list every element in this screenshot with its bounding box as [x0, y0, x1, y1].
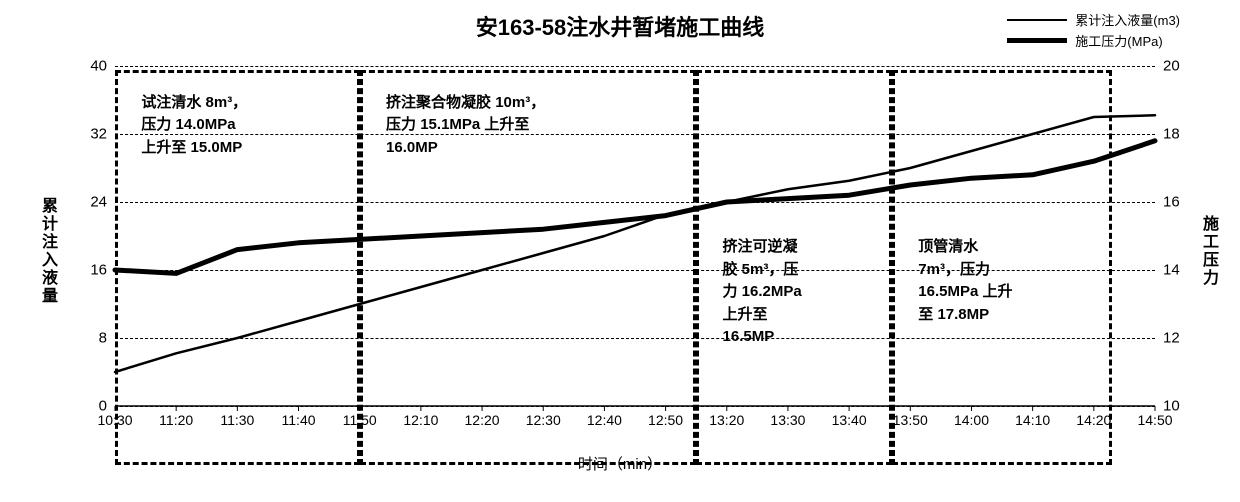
y-left-tick: 32: [90, 126, 107, 143]
y-left-tick: 16: [90, 262, 107, 279]
y-left-axis-label: 累计注入液量: [35, 197, 59, 305]
y-left-tick: 40: [90, 58, 107, 75]
x-tick: 14:50: [1137, 412, 1172, 428]
y-right-tick: 18: [1163, 126, 1180, 143]
y-left-tick: 24: [90, 194, 107, 211]
chart-container: 安163-58注水井暂堵施工曲线 累计注入液量(m3) 施工压力(MPa) 累计…: [20, 10, 1220, 492]
y-right-tick: 16: [1163, 194, 1180, 211]
y-right-tick: 20: [1163, 58, 1180, 75]
y-right-axis-label: 施工压力: [1196, 215, 1220, 287]
legend: 累计注入液量(m3) 施工压力(MPa): [1007, 10, 1180, 52]
y-right-tick: 14: [1163, 262, 1180, 279]
y-right-tick: 12: [1163, 330, 1180, 347]
legend-line-volume: [1007, 19, 1067, 21]
legend-item-pressure: 施工压力(MPa): [1007, 31, 1180, 50]
phase-text-2: 挤注可逆凝 胶 5m³，压 力 16.2MPa 上升至 16.5MP: [723, 236, 802, 349]
phase-text-3: 顶管清水 7m³，压力 16.5MPa 上升 至 17.8MP: [918, 236, 1012, 326]
legend-label-volume: 累计注入液量(m3): [1075, 10, 1180, 29]
legend-item-volume: 累计注入液量(m3): [1007, 10, 1180, 29]
phase-text-1: 挤注聚合物凝胶 10m³， 压力 15.1MPa 上升至 16.0MP: [386, 92, 545, 160]
gridline: [115, 66, 1155, 67]
plot-area: 081624324010121416182010:3011:2011:3011:…: [115, 66, 1155, 406]
phase-text-0: 试注清水 8m³， 压力 14.0MPa 上升至 15.0MP: [141, 92, 247, 160]
y-left-tick: 8: [99, 330, 107, 347]
legend-line-pressure: [1007, 38, 1067, 43]
legend-label-pressure: 施工压力(MPa): [1075, 31, 1162, 50]
